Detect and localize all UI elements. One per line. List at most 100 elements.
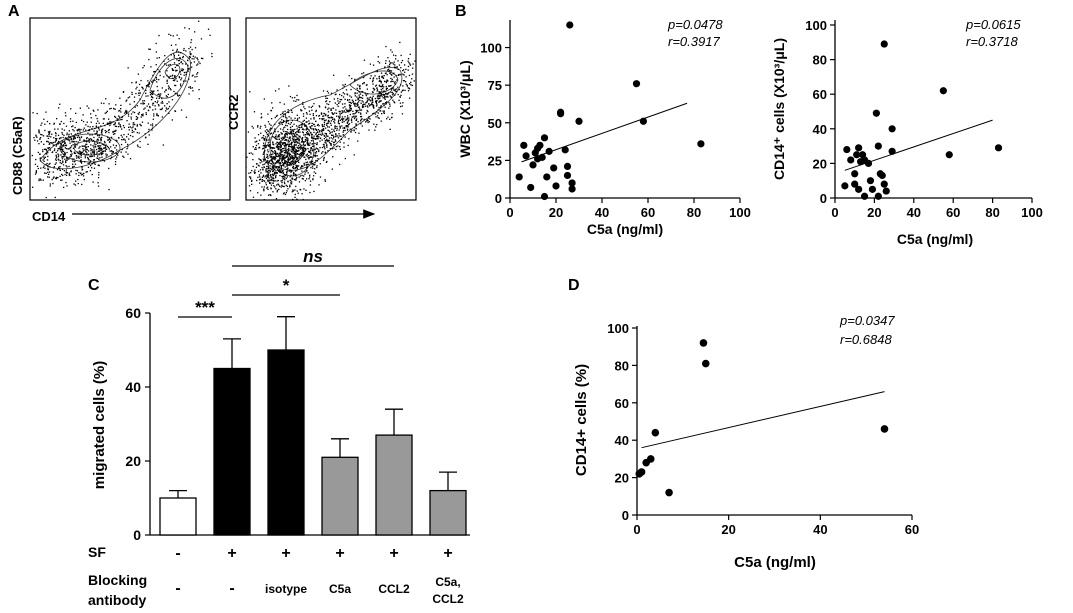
flow-dot-left-low	[36, 112, 38, 115]
y-tick-label: 0	[622, 508, 629, 523]
flow-dot-left	[116, 149, 118, 151]
flow-dot-left	[197, 72, 199, 74]
flow-dot-right	[359, 93, 362, 95]
flow-dot-right	[381, 76, 383, 78]
y-tick-label: 20	[125, 453, 141, 469]
flow-dot-right	[311, 147, 313, 150]
flow-dot-right	[277, 179, 279, 182]
flow-dot-right	[375, 101, 377, 104]
flow-dot-left	[63, 170, 65, 172]
flow-dot-left-low	[96, 131, 98, 133]
flow-dot-right-cluster	[272, 174, 274, 176]
flow-dot-right	[262, 174, 265, 176]
data-point	[872, 109, 880, 117]
flow-dot-right	[321, 125, 324, 128]
flow-dot-left	[110, 121, 112, 123]
flow-dot-left-low	[96, 130, 98, 132]
flow-dot-right	[284, 142, 286, 144]
flow-dot-right-cluster	[306, 169, 308, 172]
flow-dot-left	[129, 134, 132, 137]
flow-dot-right-cluster	[315, 143, 318, 146]
flow-dot-left	[169, 75, 172, 77]
flow-dot-left-low	[74, 126, 76, 129]
flow-dot-left	[93, 110, 95, 112]
flow-dot-left-low	[86, 152, 88, 154]
flow-dot-right-cluster	[281, 175, 283, 178]
flow-dot-right-cluster	[299, 153, 302, 155]
flow-dot-right	[389, 105, 391, 107]
flow-dot-left-low	[72, 163, 74, 165]
flow-dot-left	[185, 71, 187, 73]
flow-dot-left	[74, 143, 76, 145]
flow-dot-left	[164, 55, 166, 57]
flow-dot-right	[327, 103, 330, 106]
flow-dot-right	[359, 88, 361, 90]
flow-dot-right-cluster	[294, 193, 296, 196]
flow-dot-left	[161, 116, 163, 118]
flow-dot-left	[177, 94, 179, 96]
flow-dot-right-cluster	[252, 159, 254, 161]
flow-dot-right	[392, 80, 394, 83]
flow-dot-right-cluster	[301, 138, 303, 140]
flow-dot-right	[314, 138, 316, 140]
flow-dot-right	[314, 162, 316, 164]
flow-dot-left-low	[81, 166, 83, 168]
flow-dot-left	[65, 165, 67, 167]
flow-dot-left-low	[90, 152, 92, 154]
flow-dot-right-cluster	[315, 152, 317, 154]
flow-dot-right-cluster	[259, 127, 261, 129]
flow-dot-left-low	[88, 150, 90, 152]
flow-dot-right	[341, 110, 343, 112]
flow-dot-right	[343, 118, 345, 120]
flow-dot-right	[345, 89, 348, 91]
flow-dot-right	[269, 139, 271, 141]
flow-dot-left-low	[60, 146, 63, 148]
flow-dot-right	[370, 75, 372, 77]
flow-dot-right-cluster	[276, 152, 279, 155]
flow-dot-left	[95, 122, 98, 125]
flow-dot-right	[347, 111, 350, 113]
flow-dot-left	[157, 94, 159, 96]
flow-dot-right	[335, 112, 338, 114]
flow-dot-left	[147, 85, 149, 87]
flow-dot-left	[97, 138, 99, 140]
flow-dot-right	[299, 135, 301, 137]
flow-dot-right	[326, 140, 328, 142]
flow-dot-right	[293, 158, 295, 160]
flow-dot-left-low	[65, 160, 67, 162]
flow-dot-right-cluster	[272, 165, 274, 167]
flow-dot-right-cluster	[295, 185, 297, 188]
flow-dot-left	[133, 101, 135, 103]
flow-dot-right-cluster	[323, 158, 325, 160]
flow-dot-right	[362, 83, 364, 85]
flow-dot-left	[174, 75, 176, 77]
flow-dot-left	[80, 128, 82, 131]
flow-dot-right-cluster	[259, 162, 261, 164]
flow-dot-right	[330, 143, 332, 145]
flow-dot-right	[263, 186, 265, 188]
flow-dot-left	[66, 172, 68, 174]
flow-dot-right	[394, 102, 396, 104]
flow-dot-left	[55, 145, 57, 147]
flow-dot-left	[129, 103, 131, 105]
flow-dot-right	[334, 102, 336, 104]
flow-dot-right	[325, 119, 327, 121]
flow-dot-right-cluster	[277, 168, 279, 170]
flow-dot-left	[187, 67, 189, 70]
flow-dot-right-cluster	[305, 189, 307, 191]
flow-dot-left	[118, 116, 121, 118]
flow-dot-left	[76, 151, 78, 153]
flow-dot-left	[87, 162, 89, 165]
flow-dot-left	[200, 57, 203, 59]
flow-dot-right-cluster	[302, 150, 304, 153]
flow-dot-left	[80, 172, 82, 174]
flow-dot-right	[374, 97, 376, 100]
flow-dot-right-cluster	[296, 146, 298, 148]
sf-label: +	[335, 545, 344, 562]
flow-dot-left	[45, 196, 47, 199]
flow-dot-right	[304, 140, 306, 142]
flow-dot-right	[325, 114, 327, 117]
flow-dot-right	[354, 105, 356, 107]
flow-dot-left	[156, 85, 158, 88]
flow-dot-right	[331, 140, 333, 142]
